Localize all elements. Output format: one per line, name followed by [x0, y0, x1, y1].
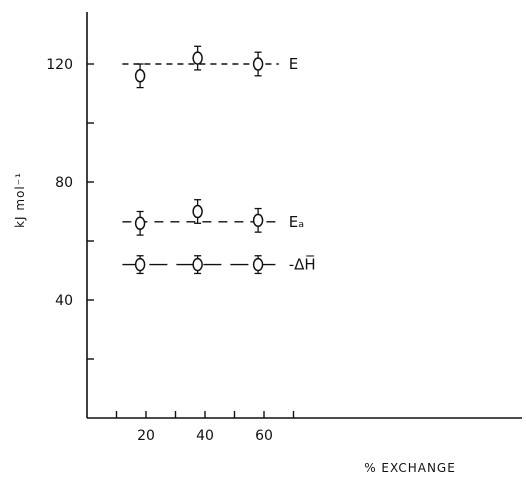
x-tick-label: 60 — [255, 428, 273, 444]
x-axis-label: % EXCHANGE — [364, 461, 456, 475]
series-label: E — [289, 55, 298, 73]
x-tick-label: 40 — [196, 428, 214, 444]
data-point — [192, 51, 203, 65]
data-point — [192, 204, 203, 219]
data-point — [252, 57, 264, 71]
data-point — [192, 257, 203, 272]
axes — [86, 12, 522, 419]
y-tick-label: 80 — [55, 175, 73, 191]
series-label: Eₐ — [289, 213, 304, 231]
data-point — [134, 216, 146, 231]
data-point — [252, 213, 264, 228]
y-tick-label: 40 — [55, 293, 73, 309]
tick-labels: 20 40 60 40 80 120 — [46, 57, 273, 444]
x-tick-label: 20 — [137, 428, 155, 444]
data-points — [134, 45, 264, 275]
y-tick-label: 120 — [46, 57, 73, 73]
ticks — [87, 63, 295, 418]
data-point — [134, 69, 146, 83]
data-point — [134, 257, 146, 272]
data-point — [252, 257, 264, 272]
series-label: -ΔH̅ — [289, 255, 316, 274]
y-axis-label: kJ mol⁻¹ — [13, 172, 27, 228]
series-labels: E Eₐ -ΔH̅ — [289, 55, 316, 274]
fit-lines — [122, 63, 279, 266]
